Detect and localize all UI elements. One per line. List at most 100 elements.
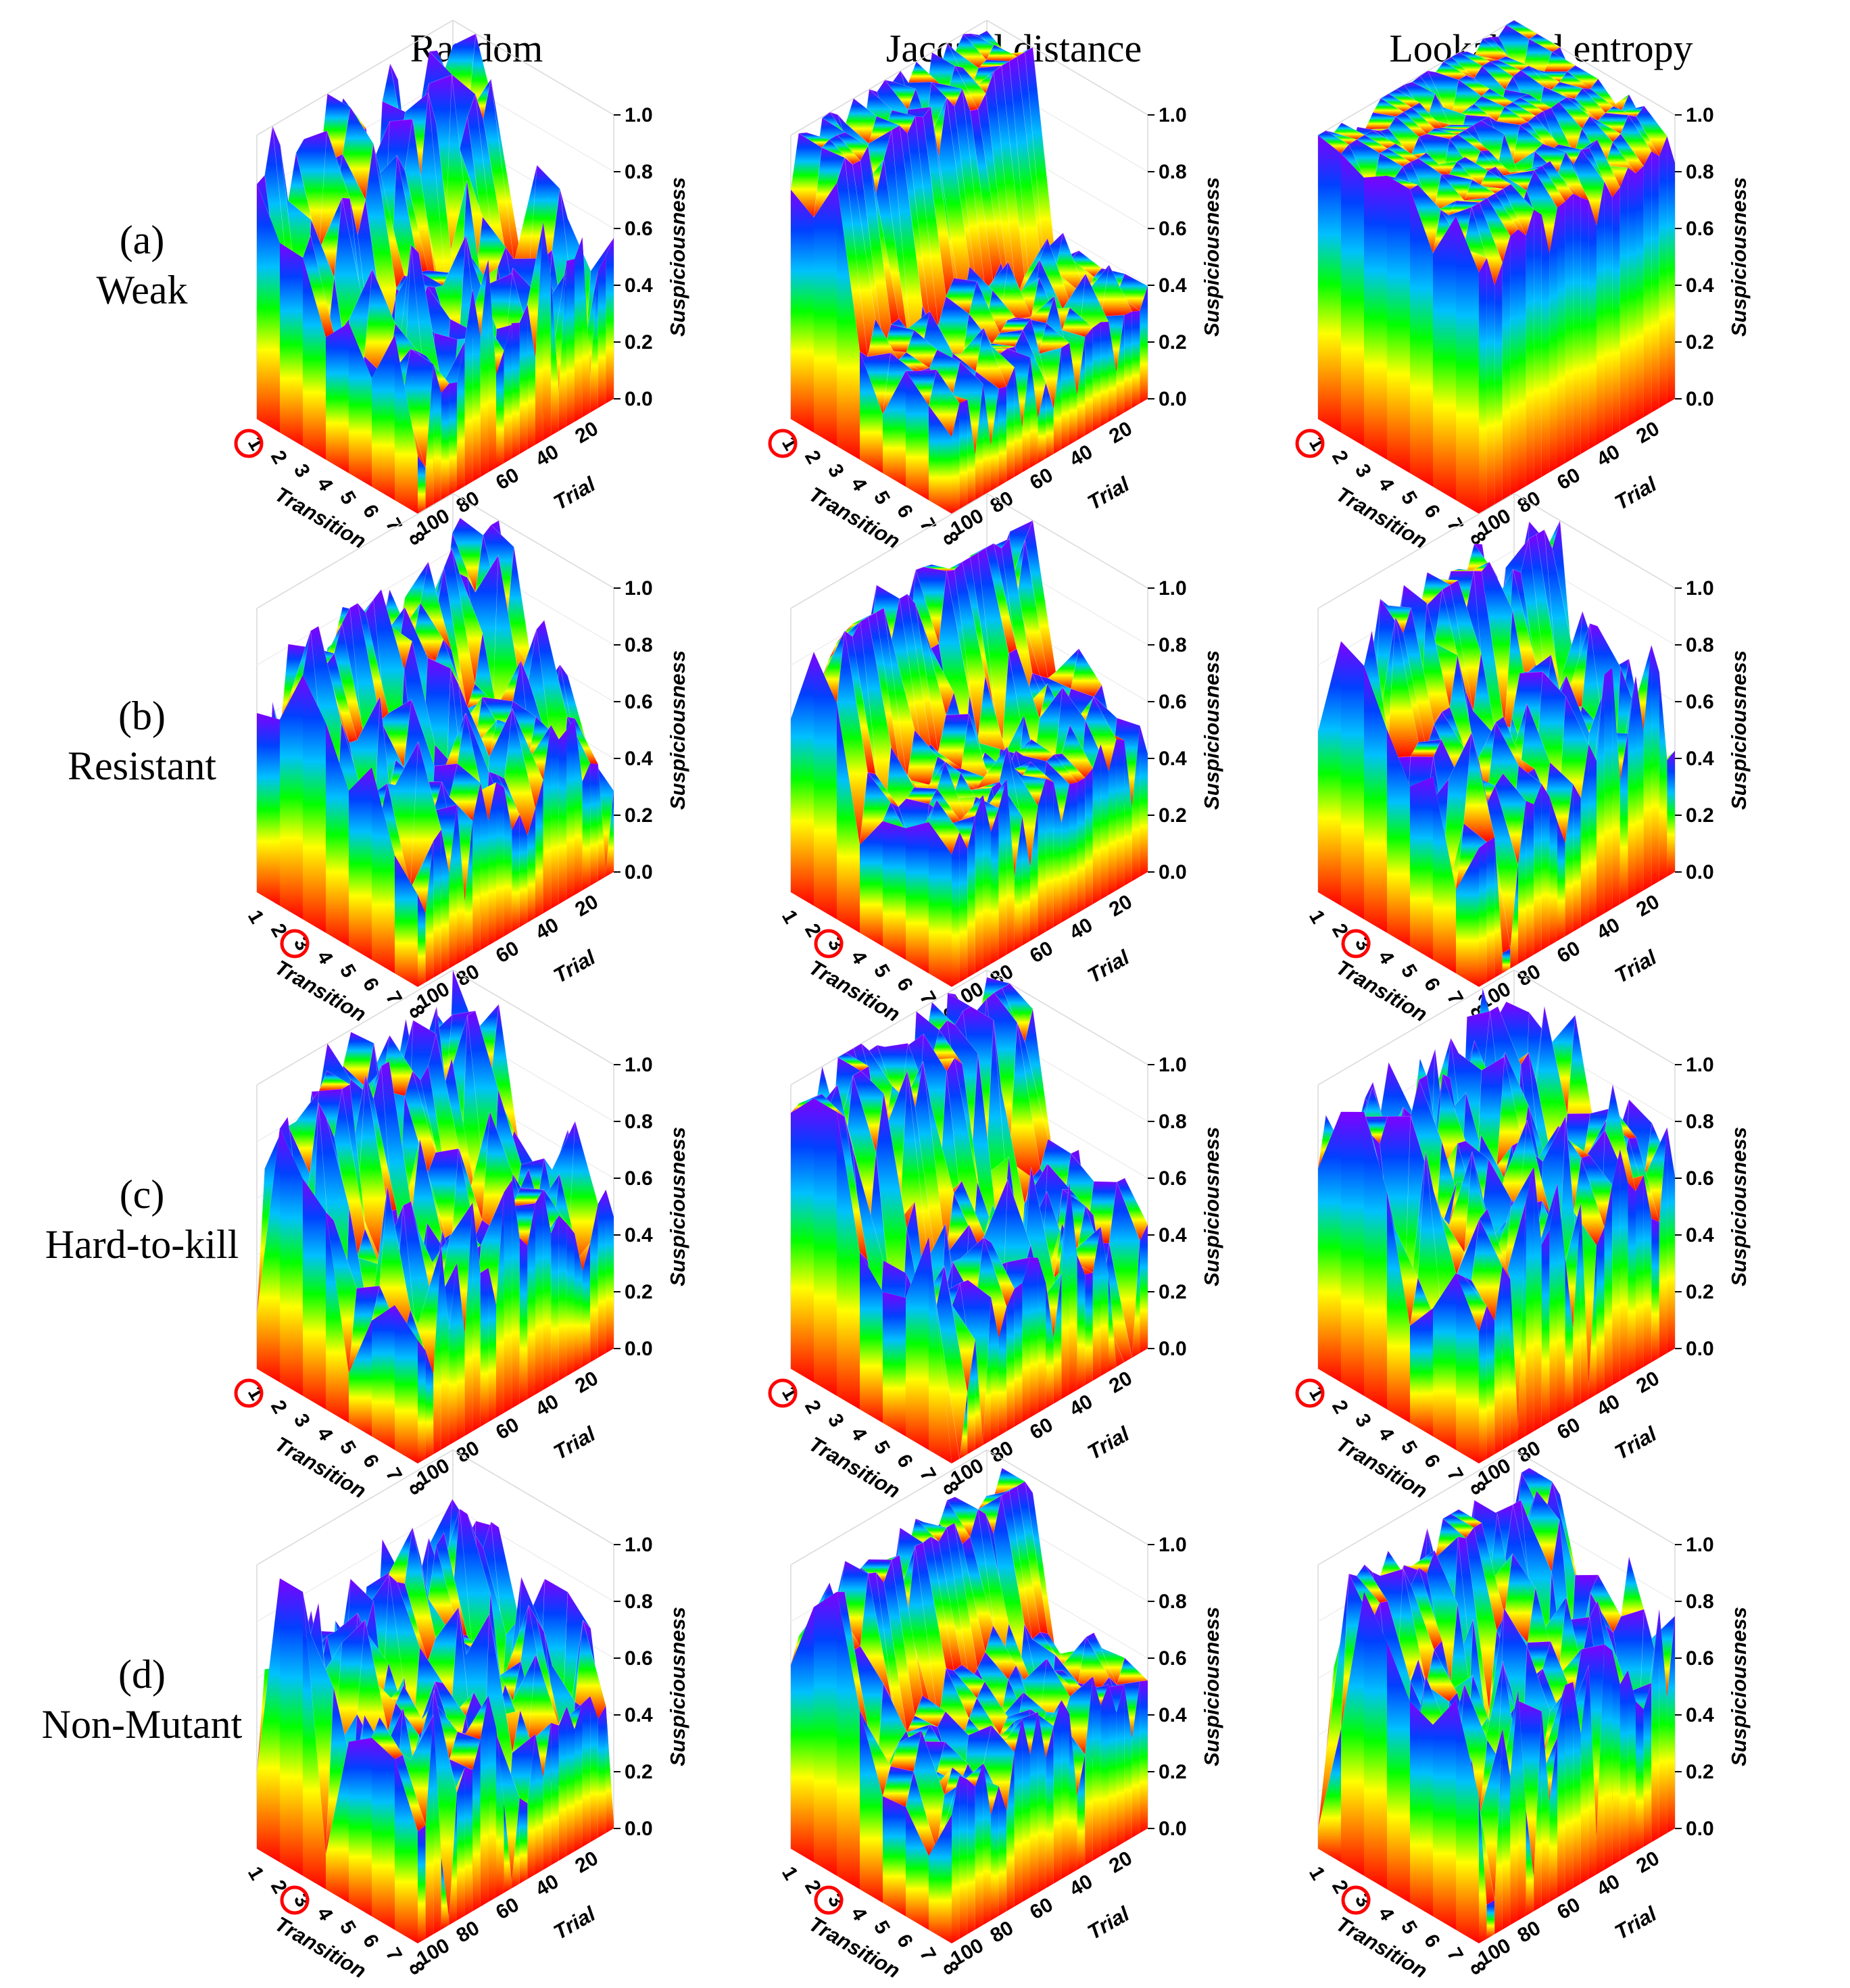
z-tick-label: 0.4 <box>1159 274 1187 297</box>
z-axis-label: Suspiciousness <box>1727 1127 1751 1286</box>
surface-front <box>883 370 906 487</box>
z-tick-label: 0.6 <box>625 691 653 713</box>
surface-side <box>1085 327 1093 436</box>
surface-front <box>883 821 906 960</box>
trial-tick-label: 60 <box>1553 1413 1584 1444</box>
surface-front <box>906 1237 929 1450</box>
surface <box>1317 1468 1676 1943</box>
surface-cell <box>1636 105 1668 157</box>
surface-side <box>952 403 960 514</box>
trial-axis-label: Trial <box>1611 945 1661 988</box>
surface-side <box>1518 1201 1526 1440</box>
surface-front <box>280 1578 303 1876</box>
surface-side <box>1549 1737 1557 1902</box>
transition-tick-label: 1 <box>243 433 268 454</box>
surface-side <box>1620 1149 1628 1381</box>
surface-side <box>1022 357 1030 472</box>
surface-front <box>791 652 814 906</box>
z-tick-label: 1.0 <box>1686 1534 1714 1556</box>
surface-side <box>1597 674 1605 918</box>
z-tick-label: 0.8 <box>1686 161 1714 183</box>
z-tick-label: 0.8 <box>625 1111 653 1133</box>
surface-front <box>280 1128 303 1396</box>
surface-side <box>1667 136 1675 404</box>
z-tick-label: 0.4 <box>1686 274 1714 297</box>
surface-front <box>860 351 883 473</box>
z-tick-label: 1.0 <box>625 1534 653 1556</box>
surface-side <box>1022 816 1030 946</box>
surface-side <box>535 1190 543 1395</box>
surface-front <box>372 1305 395 1450</box>
surface-side <box>1597 1227 1605 1395</box>
surface-front <box>326 723 349 946</box>
surface-side <box>472 289 481 482</box>
transition-tick-label: 2 <box>1328 1876 1353 1897</box>
surface-side <box>1030 357 1038 468</box>
surface-side <box>598 256 606 408</box>
surface-side <box>433 364 441 505</box>
z-tick-label: 0.4 <box>1159 1224 1187 1246</box>
surface-front <box>814 1098 837 1396</box>
surface-side <box>1502 948 1511 973</box>
transition-tick-label: 7 <box>1442 514 1467 535</box>
surface-side <box>1069 782 1077 918</box>
surface-side <box>480 783 489 950</box>
surface-plot: 0.00.20.40.60.81.0Suspiciousness12345678… <box>1295 20 1751 553</box>
surface-cell <box>1503 1167 1534 1287</box>
surface-side <box>1061 343 1069 450</box>
z-tick-label: 0.0 <box>625 1818 653 1840</box>
surface-side <box>1573 783 1581 932</box>
surface-front <box>395 855 418 987</box>
surface-side <box>959 399 968 510</box>
z-axis-label: Suspiciousness <box>1200 1127 1223 1286</box>
z-tick-label: 0.2 <box>1686 804 1714 827</box>
transition-tick-label: 1 <box>777 433 802 454</box>
surface-front <box>1341 1592 1364 1876</box>
z-tick-label: 0.2 <box>1159 331 1187 354</box>
surface-side <box>1643 151 1652 418</box>
surface-plot: 0.00.20.40.60.81.0Suspiciousness12345678… <box>1305 493 1751 1026</box>
surface-side <box>998 386 1007 487</box>
z-tick-label: 0.2 <box>625 331 653 354</box>
surface-side <box>1069 1714 1077 1874</box>
surface-side <box>1604 181 1613 441</box>
z-tick-label: 0.6 <box>1686 1167 1714 1190</box>
surface-side <box>606 1705 614 1833</box>
surface-side <box>1588 1665 1597 1879</box>
surface-side <box>1667 1127 1675 1353</box>
surface-side <box>1565 1682 1574 1893</box>
transition-tick-label: 7 <box>381 1464 406 1485</box>
surface-front <box>1433 216 1456 500</box>
trial-tick-label: 20 <box>1632 417 1663 447</box>
trial-tick-label: 20 <box>1632 890 1663 921</box>
surface-front <box>349 1320 372 1436</box>
row-name: Resistant <box>68 744 216 788</box>
z-tick-label: 0.0 <box>625 861 653 883</box>
transition-tick-label: 7 <box>381 1944 406 1965</box>
surface-side <box>1628 168 1636 427</box>
surface <box>256 33 614 514</box>
surface-side <box>1479 842 1487 987</box>
surface-side <box>504 323 512 464</box>
trial-axis-label: Trial <box>1611 1422 1661 1464</box>
z-tick-label: 0.0 <box>1686 1818 1714 1840</box>
z-tick-label: 0.2 <box>625 804 653 827</box>
surface-cell <box>1117 1178 1148 1242</box>
trial-tick-label: 80 <box>1514 1916 1544 1947</box>
surface-side <box>1659 1127 1668 1358</box>
highlight-circle <box>814 1885 844 1915</box>
surface-side <box>959 1775 968 1939</box>
surface-side <box>543 222 552 441</box>
surface-side <box>991 388 999 491</box>
surface-plot: 0.00.20.40.60.81.0Suspiciousness12345678… <box>777 493 1223 1026</box>
transition-tick-label: 5 <box>1396 487 1421 508</box>
z-axis-label: Suspiciousness <box>666 650 689 810</box>
trial-tick-label: 60 <box>1553 464 1584 494</box>
surface-side <box>1109 739 1117 895</box>
transition-tick-label: 6 <box>892 1931 917 1951</box>
surface-side <box>991 1786 999 1920</box>
surface-side <box>1494 1728 1503 1935</box>
z-tick-label: 0.6 <box>625 1167 653 1190</box>
z-tick-label: 0.2 <box>1159 1761 1187 1783</box>
trial-axis-label: Trial <box>550 1901 600 1944</box>
